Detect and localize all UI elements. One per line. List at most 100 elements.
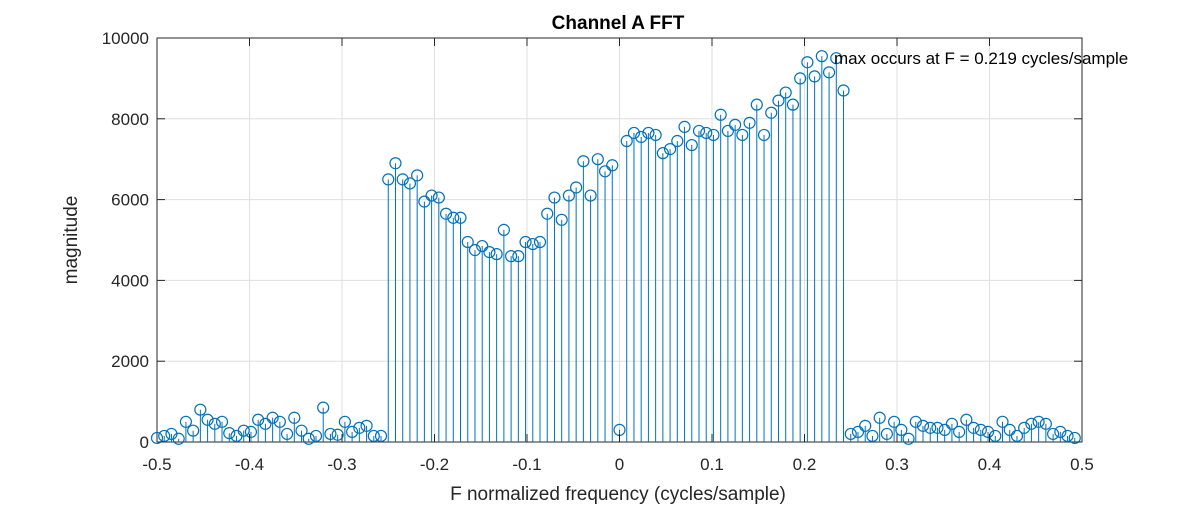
stem-marker xyxy=(396,173,409,186)
tick-marks xyxy=(156,37,1083,443)
stem-marker xyxy=(577,155,590,168)
x-tick-label: -0.4 xyxy=(235,455,264,474)
stem-marker xyxy=(945,417,959,430)
stem-marker xyxy=(432,191,445,204)
grid-lines xyxy=(157,38,1082,442)
stem-marker xyxy=(302,432,315,445)
stem-marker xyxy=(223,427,236,440)
stem-marker xyxy=(902,432,915,445)
stem-marker xyxy=(750,98,763,111)
stem-marker xyxy=(981,425,995,438)
stem-marker xyxy=(895,423,908,436)
stem-marker xyxy=(649,128,662,142)
stem-marker xyxy=(678,120,691,133)
stem-marker xyxy=(374,429,388,443)
stem-marker xyxy=(201,413,214,426)
x-tick-label: -0.5 xyxy=(142,455,171,474)
y-tick-label: 4000 xyxy=(111,271,149,290)
stem-marker xyxy=(772,94,785,107)
stem-marker xyxy=(476,239,489,253)
max-annotation: max occurs at F = 0.219 cycles/sample xyxy=(834,49,1128,68)
stem-marker xyxy=(591,153,604,166)
stem-marker xyxy=(1068,431,1081,445)
stem-marker xyxy=(1018,421,1031,434)
x-tick-label: 0.5 xyxy=(1070,455,1094,474)
stem-marker xyxy=(757,128,771,142)
stem-marker xyxy=(663,143,677,156)
stem-marker xyxy=(714,108,727,121)
stem-marker xyxy=(822,66,836,79)
stem-marker xyxy=(244,425,258,438)
stem-marker xyxy=(280,427,294,441)
stem-marker xyxy=(786,98,800,111)
stem-marker xyxy=(924,421,937,434)
stem-marker xyxy=(411,169,424,182)
stem-marker xyxy=(837,84,850,97)
stem-marker xyxy=(461,235,474,249)
stem-marker xyxy=(1010,429,1024,443)
stem-marker xyxy=(953,425,966,438)
stem-marker xyxy=(208,417,221,430)
stem-marker xyxy=(888,415,901,428)
stem-marker xyxy=(288,411,301,424)
stem-marker xyxy=(584,189,597,202)
stem-marker xyxy=(794,72,807,85)
y-tick-labels: 0 2000 4000 6000 8000 10000 xyxy=(102,29,149,452)
stem-marker xyxy=(266,411,279,424)
stem-marker xyxy=(729,118,742,131)
stem-marker xyxy=(1003,423,1016,436)
y-tick-label: 10000 xyxy=(102,29,149,48)
stem-marker xyxy=(172,432,185,445)
stem-marker xyxy=(960,413,973,426)
stem-marker xyxy=(309,429,323,443)
stem-marker xyxy=(851,425,865,438)
stem-marker xyxy=(620,134,633,148)
x-tick-labels: -0.5 -0.4 -0.3 -0.2 -0.1 0 0.1 0.2 0.3 0.4 0.5 xyxy=(142,455,1093,474)
stem-marker xyxy=(353,421,366,434)
stem-marker xyxy=(447,211,460,224)
stem-marker xyxy=(533,235,547,249)
y-tick-label: 0 xyxy=(140,433,149,452)
stem-marker xyxy=(346,425,359,438)
stem-marker xyxy=(468,244,482,257)
stem-marker xyxy=(765,106,778,119)
stem-marker xyxy=(801,56,814,69)
stem-marker xyxy=(996,415,1009,428)
stem-marker xyxy=(403,177,417,190)
stem-marker xyxy=(627,126,641,140)
stem-series xyxy=(150,50,1081,445)
x-tick-label: 0 xyxy=(615,455,624,474)
stem-marker xyxy=(562,189,576,202)
stem-marker xyxy=(1061,429,1074,443)
stem-marker xyxy=(360,419,373,432)
stem-marker xyxy=(938,423,951,436)
stem-marker xyxy=(505,250,518,263)
stem-marker xyxy=(743,116,756,129)
stem-marker xyxy=(656,147,669,160)
stem-marker xyxy=(844,427,857,441)
stem-marker xyxy=(454,211,467,224)
x-tick-label: 0.1 xyxy=(700,455,724,474)
stem-marker xyxy=(317,401,330,414)
y-tick-label: 2000 xyxy=(111,352,149,371)
stem-marker xyxy=(721,124,734,138)
stem-marker xyxy=(331,428,344,441)
y-axis-label: magnitude xyxy=(61,196,82,285)
stem-marker xyxy=(866,429,879,443)
x-axis-label: F normalized frequency (cycles/sample) xyxy=(450,484,786,505)
stem-marker xyxy=(916,419,930,432)
y-tick-label: 6000 xyxy=(111,191,149,210)
stem-marker xyxy=(880,427,893,441)
stem-marker xyxy=(483,246,496,259)
stem-marker xyxy=(252,413,265,426)
stem-marker xyxy=(158,429,171,443)
chart-title: Channel A FFT xyxy=(552,13,685,34)
stem-marker xyxy=(187,424,200,437)
stem-marker xyxy=(931,421,944,434)
stem-marker xyxy=(692,124,706,138)
stem-marker xyxy=(736,128,749,142)
stem-marker xyxy=(338,415,351,428)
stem-marker xyxy=(1032,415,1045,428)
x-tick-label: 0.2 xyxy=(793,455,817,474)
